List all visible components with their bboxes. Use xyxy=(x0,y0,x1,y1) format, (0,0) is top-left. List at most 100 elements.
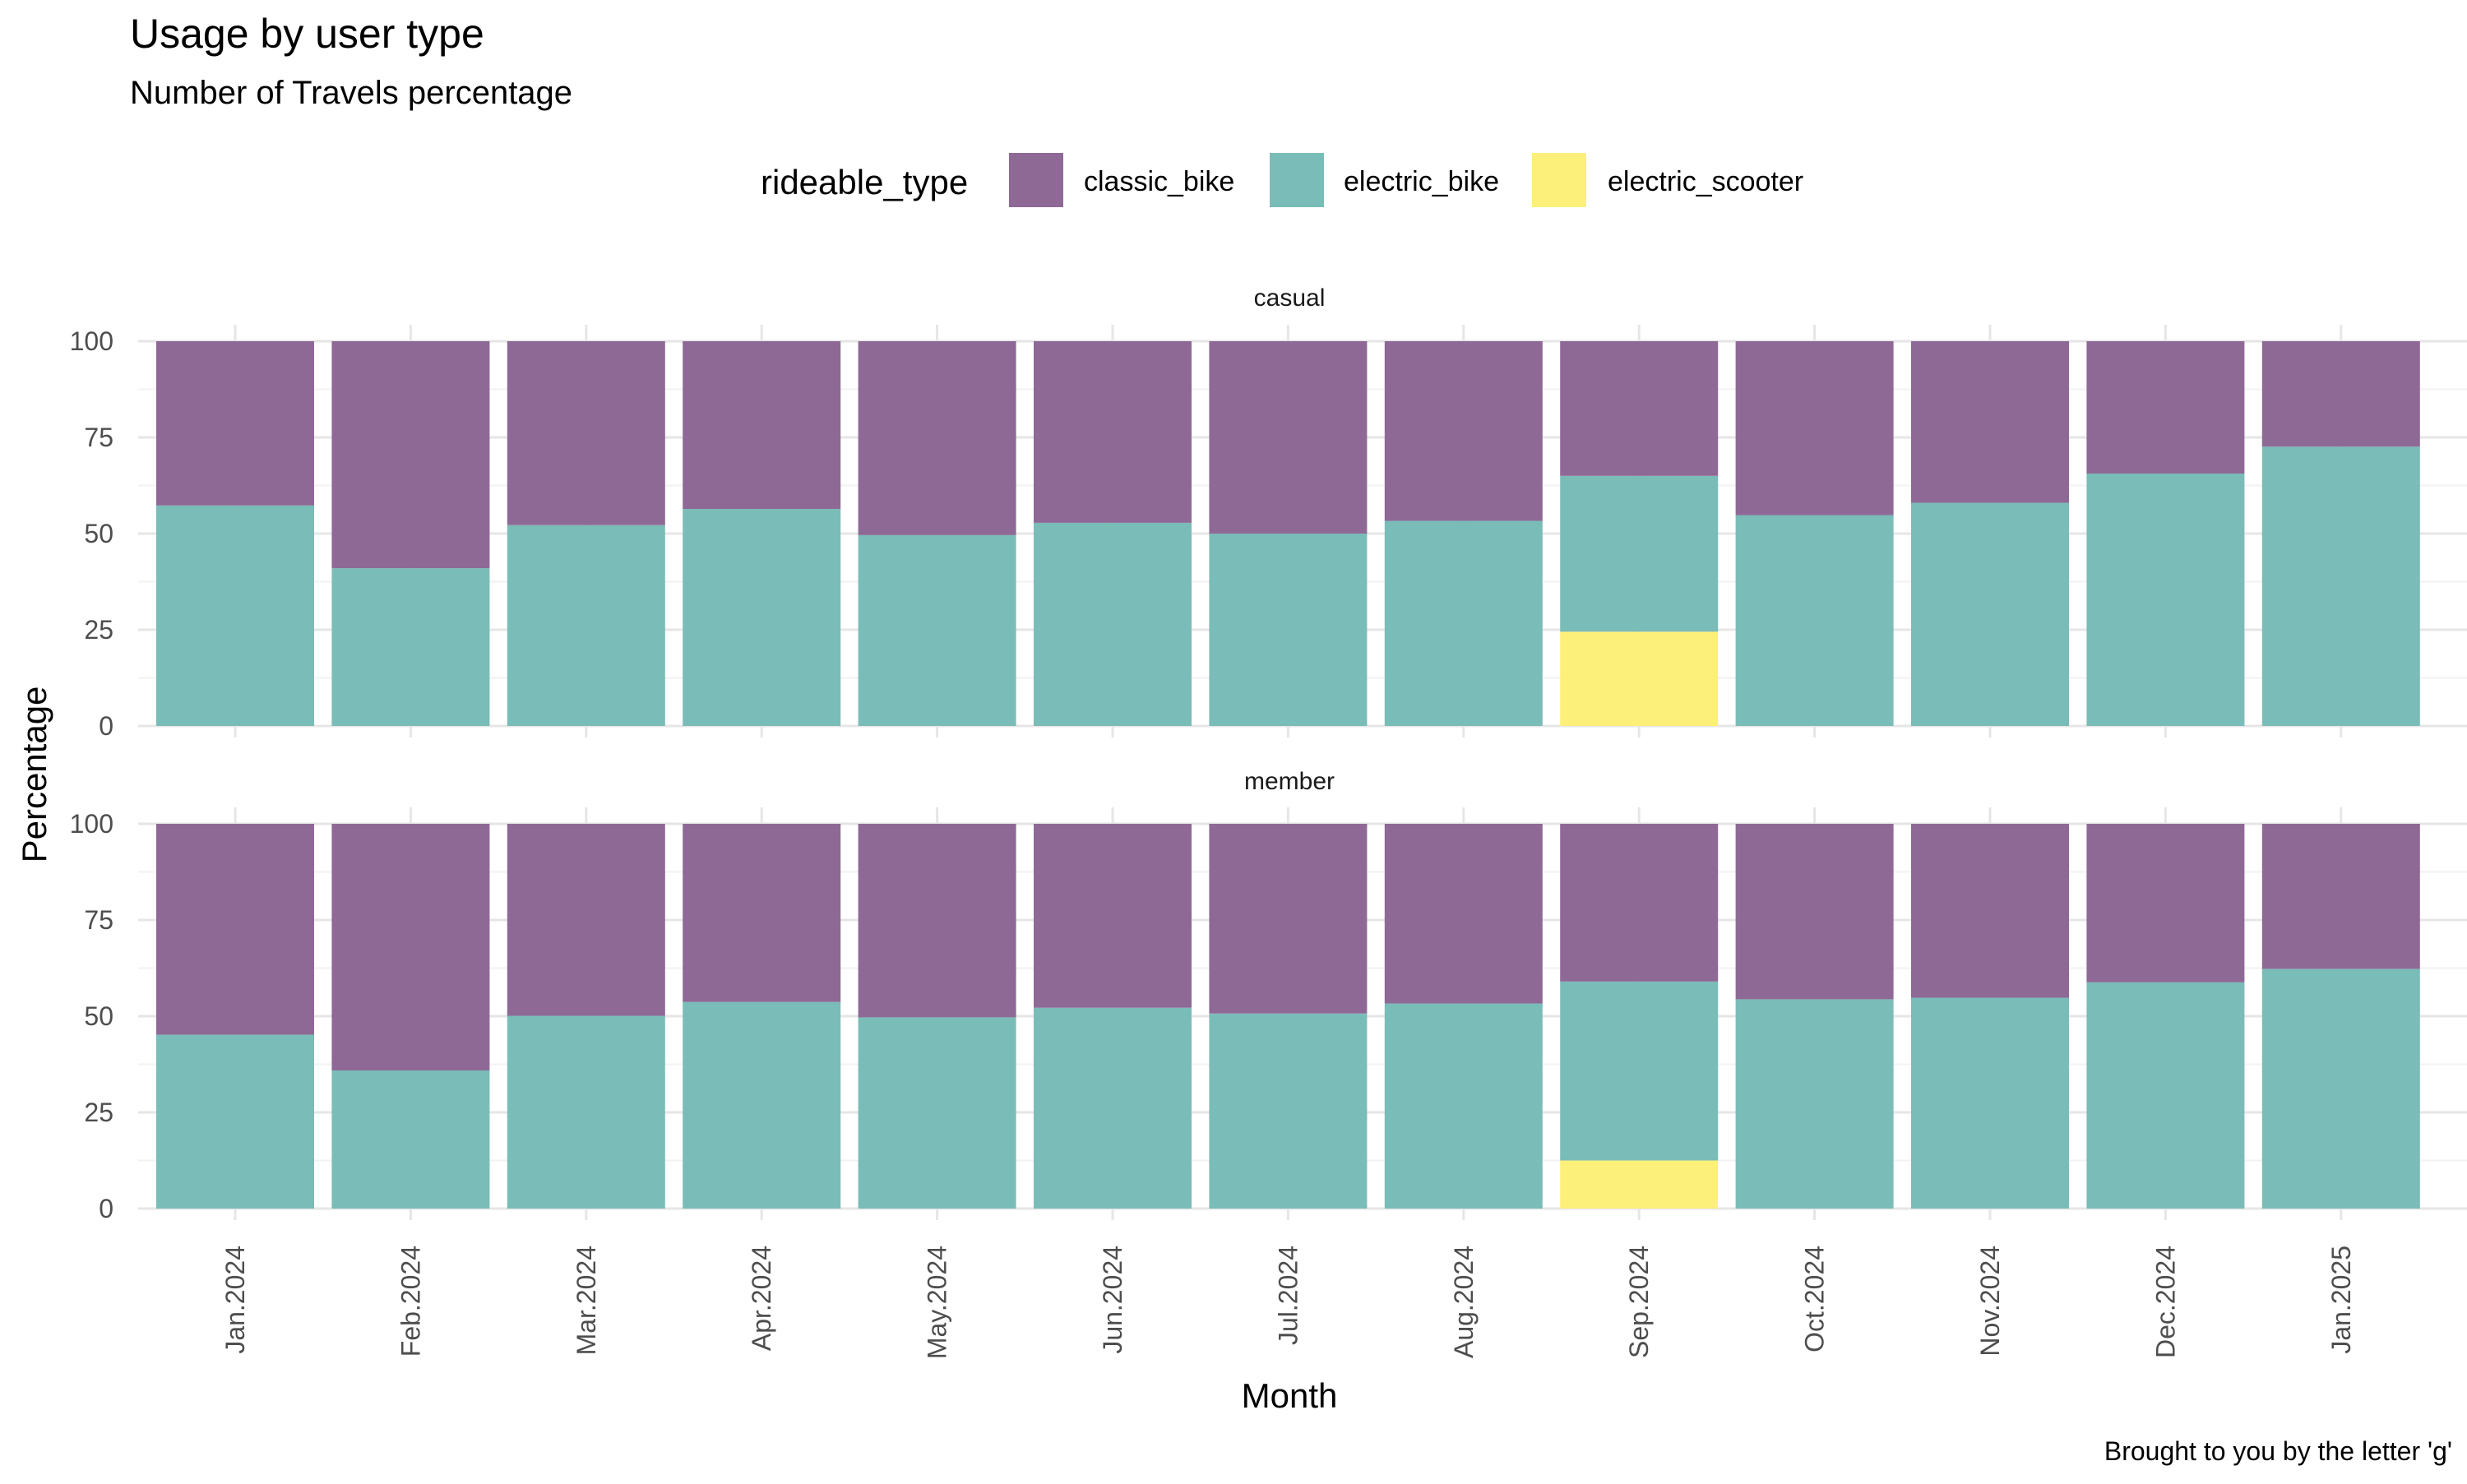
bar-member-electric-bike-May.2024 xyxy=(858,1017,1016,1209)
bar-member-classic-bike-Nov.2024 xyxy=(1911,824,2069,998)
bar-casual-electric-bike-Nov.2024 xyxy=(1911,502,2069,726)
bar-casual-classic-bike-Jan.2024 xyxy=(156,341,314,506)
bar-casual-electric-bike-Feb.2024 xyxy=(331,568,490,726)
bar-member-classic-bike-Jul.2024 xyxy=(1209,824,1368,1014)
facet-panel-casual: casual 0 25 50 75 100 xyxy=(70,284,2467,741)
y-tick-label: 0 xyxy=(99,1194,113,1223)
y-tick-label: 100 xyxy=(70,326,113,356)
bar-casual-classic-bike-Jul.2024 xyxy=(1209,341,1368,534)
legend: rideable_type classic_bike electric_bike el… xyxy=(761,153,1803,207)
y-tick-label: 75 xyxy=(84,423,113,452)
legend-title: rideable_type xyxy=(761,163,968,201)
bars xyxy=(156,341,2420,726)
bar-member-classic-bike-Jun.2024 xyxy=(1034,824,1192,1008)
chart-caption: Brought to you by the letter 'g' xyxy=(2104,1436,2452,1466)
bar-member-electric-bike-Dec.2024 xyxy=(2086,982,2245,1209)
bar-member-classic-bike-Aug.2024 xyxy=(1384,824,1543,1004)
bar-member-classic-bike-Sep.2024 xyxy=(1560,824,1719,982)
bar-casual-electric-scooter-Sep.2024 xyxy=(1560,631,1719,726)
bar-casual-classic-bike-Feb.2024 xyxy=(331,341,490,569)
bar-member-electric-bike-Jun.2024 xyxy=(1034,1007,1192,1209)
x-tick-label: Sep.2024 xyxy=(1624,1246,1654,1358)
y-tick-label: 25 xyxy=(84,615,113,645)
bar-casual-electric-bike-Apr.2024 xyxy=(683,509,841,726)
legend-swatch xyxy=(1532,153,1586,207)
bar-casual-electric-bike-Jul.2024 xyxy=(1209,534,1368,726)
x-tick-label: Aug.2024 xyxy=(1449,1246,1479,1358)
x-tick-label: Dec.2024 xyxy=(2150,1246,2180,1358)
bar-member-electric-bike-Jan.2024 xyxy=(156,1034,314,1209)
bar-casual-classic-bike-Dec.2024 xyxy=(2086,341,2245,474)
y-tick-label: 25 xyxy=(84,1098,113,1127)
legend-item-electric-bike: electric_bike xyxy=(1270,153,1499,207)
x-tick-label: Apr.2024 xyxy=(747,1246,776,1351)
facet-label: casual xyxy=(1254,284,1326,312)
bar-casual-electric-bike-Oct.2024 xyxy=(1735,515,1894,726)
y-tick-label: 0 xyxy=(99,711,113,741)
bar-member-electric-scooter-Sep.2024 xyxy=(1560,1160,1719,1209)
bar-casual-classic-bike-Nov.2024 xyxy=(1911,341,2069,503)
bar-casual-electric-bike-Aug.2024 xyxy=(1384,520,1543,726)
facet-panels: casual 0 25 50 75 100 member 0 25 50 75 100 xyxy=(70,284,2467,1223)
bar-casual-classic-bike-Sep.2024 xyxy=(1560,341,1719,476)
bar-member-classic-bike-Mar.2024 xyxy=(507,824,665,1016)
bar-member-electric-bike-Mar.2024 xyxy=(507,1015,665,1209)
x-tick-label: Jun.2024 xyxy=(1098,1246,1127,1354)
y-tick-label: 50 xyxy=(84,1001,113,1031)
facet-label: member xyxy=(1244,768,1335,795)
bar-casual-electric-bike-Sep.2024 xyxy=(1560,475,1719,632)
bar-member-classic-bike-Oct.2024 xyxy=(1735,824,1894,1000)
bar-member-electric-bike-Aug.2024 xyxy=(1384,1003,1543,1209)
bar-casual-electric-bike-Jan.2024 xyxy=(156,505,314,726)
chart-title: Usage by user type xyxy=(130,11,484,57)
legend-label: classic_bike xyxy=(1084,166,1234,197)
chart-subtitle: Number of Travels percentage xyxy=(130,75,572,111)
x-tick-label: Jan.2025 xyxy=(2326,1246,2356,1354)
bar-member-classic-bike-Feb.2024 xyxy=(331,824,490,1070)
bar-member-classic-bike-Jan.2024 xyxy=(156,824,314,1035)
bar-casual-classic-bike-Aug.2024 xyxy=(1384,341,1543,521)
x-tick-label: Feb.2024 xyxy=(396,1246,425,1357)
bar-member-classic-bike-Jan.2025 xyxy=(2261,824,2420,969)
bar-casual-classic-bike-Apr.2024 xyxy=(683,341,841,510)
y-tick-label: 75 xyxy=(84,905,113,935)
x-tick-label: Mar.2024 xyxy=(572,1246,601,1355)
bar-casual-electric-bike-Dec.2024 xyxy=(2086,473,2245,726)
bar-member-electric-bike-Sep.2024 xyxy=(1560,981,1719,1161)
bar-casual-electric-bike-Jan.2025 xyxy=(2261,446,2420,726)
bar-casual-classic-bike-Oct.2024 xyxy=(1735,341,1894,515)
x-tick-label: Nov.2024 xyxy=(1975,1246,2005,1357)
legend-swatch xyxy=(1270,153,1324,207)
legend-item-electric-scooter: electric_scooter xyxy=(1532,153,1803,207)
x-tick-label: May.2024 xyxy=(923,1246,952,1359)
legend-label: electric_bike xyxy=(1344,166,1499,197)
bar-member-electric-bike-Nov.2024 xyxy=(1911,997,2069,1209)
bar-member-electric-bike-Jan.2025 xyxy=(2261,969,2420,1209)
bars xyxy=(156,824,2420,1209)
x-axis: Jan.2024 Feb.2024 Mar.2024 Apr.2024 May.2024… xyxy=(220,1246,2356,1359)
x-axis-label: Month xyxy=(1242,1376,1338,1415)
bar-casual-electric-bike-Jun.2024 xyxy=(1034,522,1192,726)
bar-casual-electric-bike-Mar.2024 xyxy=(507,525,665,726)
bar-casual-classic-bike-Mar.2024 xyxy=(507,341,665,525)
bar-casual-classic-bike-May.2024 xyxy=(858,341,1016,535)
bar-casual-classic-bike-Jun.2024 xyxy=(1034,341,1192,523)
bar-casual-electric-bike-May.2024 xyxy=(858,534,1016,726)
y-tick-label: 50 xyxy=(84,519,113,548)
bar-member-classic-bike-May.2024 xyxy=(858,824,1016,1018)
x-tick-label: Oct.2024 xyxy=(1800,1246,1830,1352)
bar-member-electric-bike-Oct.2024 xyxy=(1735,999,1894,1209)
x-tick-label: Jan.2024 xyxy=(220,1246,250,1354)
bar-casual-classic-bike-Jan.2025 xyxy=(2261,341,2420,447)
bar-member-electric-bike-Feb.2024 xyxy=(331,1070,490,1209)
bar-member-classic-bike-Apr.2024 xyxy=(683,824,841,1002)
x-tick-label: Jul.2024 xyxy=(1273,1246,1303,1345)
legend-label: electric_scooter xyxy=(1608,166,1803,197)
bar-member-electric-bike-Apr.2024 xyxy=(683,1001,841,1209)
legend-swatch xyxy=(1009,153,1063,207)
bar-member-classic-bike-Dec.2024 xyxy=(2086,824,2245,982)
y-axis-label: Percentage xyxy=(15,687,53,863)
legend-item-classic-bike: classic_bike xyxy=(1009,153,1234,207)
